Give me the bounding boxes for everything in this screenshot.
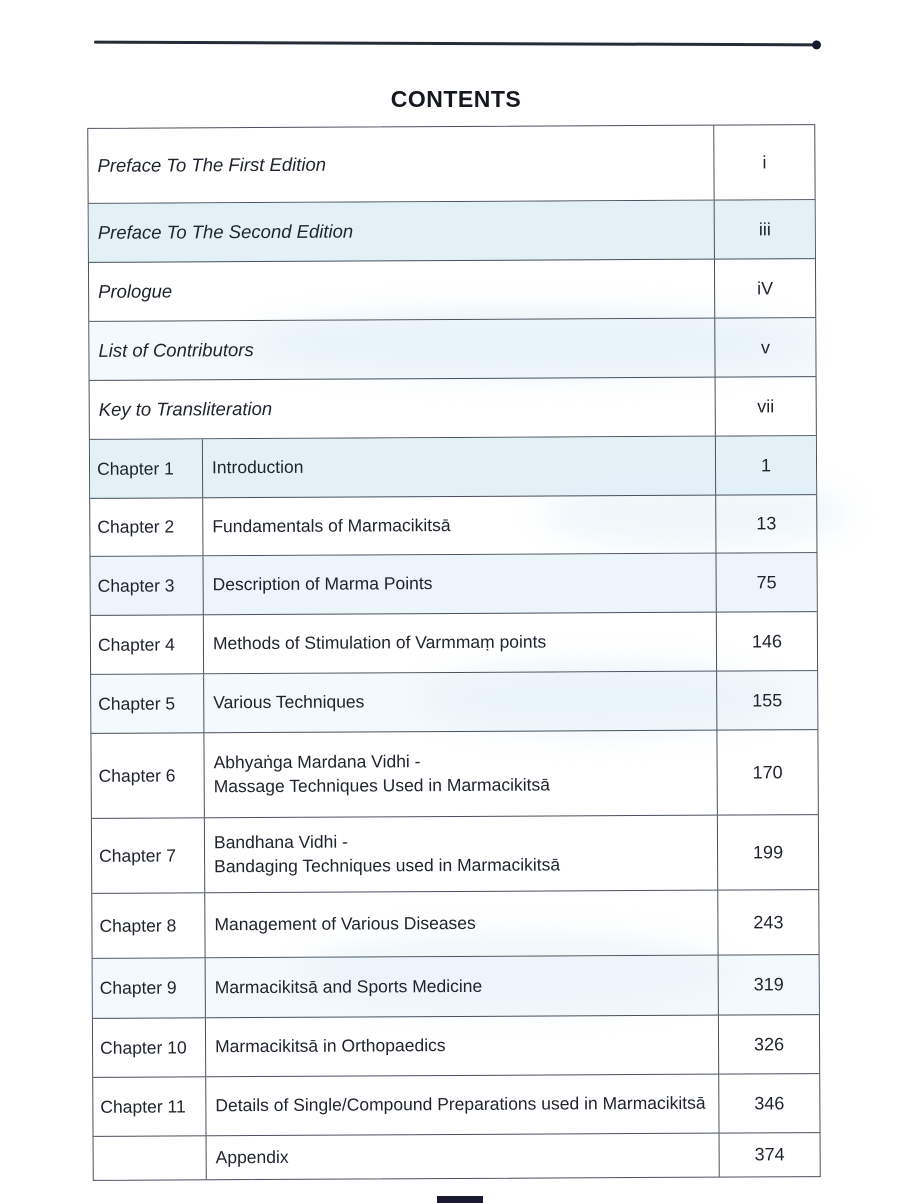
header-rule <box>93 40 822 50</box>
chapter-label: Chapter 10 <box>92 1018 207 1077</box>
toc-row-preface-second: Preface To The Second Edition iii <box>88 200 815 263</box>
toc-row-chapter-11: Chapter 11 Details of Single/Compound Pr… <box>93 1074 820 1137</box>
chapter-title: Abhyaṅga Mardana Vidhi - Massage Techniqu… <box>204 730 718 818</box>
toc-row-chapter-10: Chapter 10 Marmacikitsā in Orthopaedics … <box>92 1015 820 1078</box>
page-number: 319 <box>753 974 784 995</box>
toc-row-chapter-9: Chapter 9 Marmacikitsā and Sports Medici… <box>92 955 819 1019</box>
chapter-label: Chapter 6 <box>91 733 205 818</box>
chapter-label: Chapter 2 <box>90 498 204 556</box>
chapter-label: Chapter 7 <box>91 818 206 893</box>
page-number: 75 <box>756 571 777 592</box>
toc-row-transliteration: Key to Transliteration vii <box>89 377 816 440</box>
page-number: v <box>760 336 770 357</box>
chapter-title: Marmacikitsā and Sports Medicine <box>205 955 719 1018</box>
contents-table: Preface To The First Edition i Preface T… <box>87 124 821 1181</box>
page-number: 170 <box>752 761 783 782</box>
chapter-title: Various Techniques <box>204 671 718 733</box>
entry-title: Preface To The First Edition <box>88 125 715 203</box>
chapter-title: Management of Various Diseases <box>205 890 719 958</box>
entry-title: Prologue <box>88 259 716 321</box>
toc-row-prologue: Prologue iV <box>88 259 816 322</box>
chapter-label: Chapter 5 <box>91 674 205 733</box>
chapter-title: Introduction <box>202 436 717 498</box>
page-number: 326 <box>753 1033 785 1054</box>
chapter-label: Chapter 4 <box>90 615 205 674</box>
chapter-title: Methods of Stimulation of Varmmaṃ points <box>203 612 718 674</box>
page-number: iV <box>757 277 774 298</box>
chapter-label <box>93 1136 207 1180</box>
entry-title: Key to Transliteration <box>89 377 716 439</box>
footer-page-marker <box>437 1196 483 1203</box>
chapter-label: Chapter 8 <box>92 893 206 958</box>
page-number: 243 <box>753 911 784 932</box>
toc-row-chapter-6: Chapter 6 Abhyaṅga Mardana Vidhi - Massag… <box>91 730 818 819</box>
toc-row-chapter-5: Chapter 5 Various Techniques 155 <box>91 671 818 734</box>
chapter-label: Chapter 3 <box>90 556 204 615</box>
page-number: 146 <box>751 630 783 651</box>
page-number: 346 <box>754 1092 785 1113</box>
toc-row-chapter-8: Chapter 8 Management of Various Diseases… <box>92 890 819 959</box>
toc-row-chapter-3: Chapter 3 Description of Marma Points 75 <box>90 553 817 616</box>
toc-row-chapter-7: Chapter 7 Bandhana Vidhi - Bandaging Tech… <box>91 815 819 894</box>
chapter-title: Appendix <box>206 1133 720 1180</box>
page-number: 155 <box>752 689 783 710</box>
page-number: 1 <box>760 454 772 475</box>
rule-end-dot-icon <box>811 40 822 50</box>
entry-title: List of Contributors <box>89 318 716 380</box>
toc-row-chapter-2: Chapter 2 Fundamentals of Marmacikitsā 1… <box>90 495 817 557</box>
toc-row-appendix: Appendix 374 <box>93 1133 820 1180</box>
page-title: CONTENTS <box>390 86 522 112</box>
page-number: vii <box>757 395 775 416</box>
page-number: 374 <box>754 1144 785 1165</box>
chapter-title: Marmacikitsā in Orthopaedics <box>205 1015 720 1077</box>
entry-title: Preface To The Second Edition <box>88 200 715 262</box>
chapter-title: Details of Single/Compound Preparations … <box>206 1074 720 1136</box>
page-number: i <box>762 151 767 172</box>
toc-row-chapter-4: Chapter 4 Methods of Stimulation of Varm… <box>90 612 818 675</box>
chapter-title: Description of Marma Points <box>203 553 717 615</box>
toc-row-chapter-1: Chapter 1 Introduction 1 <box>89 436 817 499</box>
chapter-label: Chapter 1 <box>89 439 204 498</box>
toc-row-contributors: List of Contributors v <box>89 318 816 381</box>
chapter-title: Fundamentals of Marmacikitsā <box>203 495 717 556</box>
toc-row-preface-first: Preface To The First Edition i <box>88 125 815 204</box>
chapter-label: Chapter 9 <box>92 958 206 1018</box>
chapter-title: Bandhana Vidhi - Bandaging Techniques use… <box>204 815 719 893</box>
page-number: iii <box>758 218 771 239</box>
chapter-label: Chapter 11 <box>93 1077 207 1136</box>
page-number: 199 <box>752 841 784 862</box>
page-number: 13 <box>756 513 777 534</box>
